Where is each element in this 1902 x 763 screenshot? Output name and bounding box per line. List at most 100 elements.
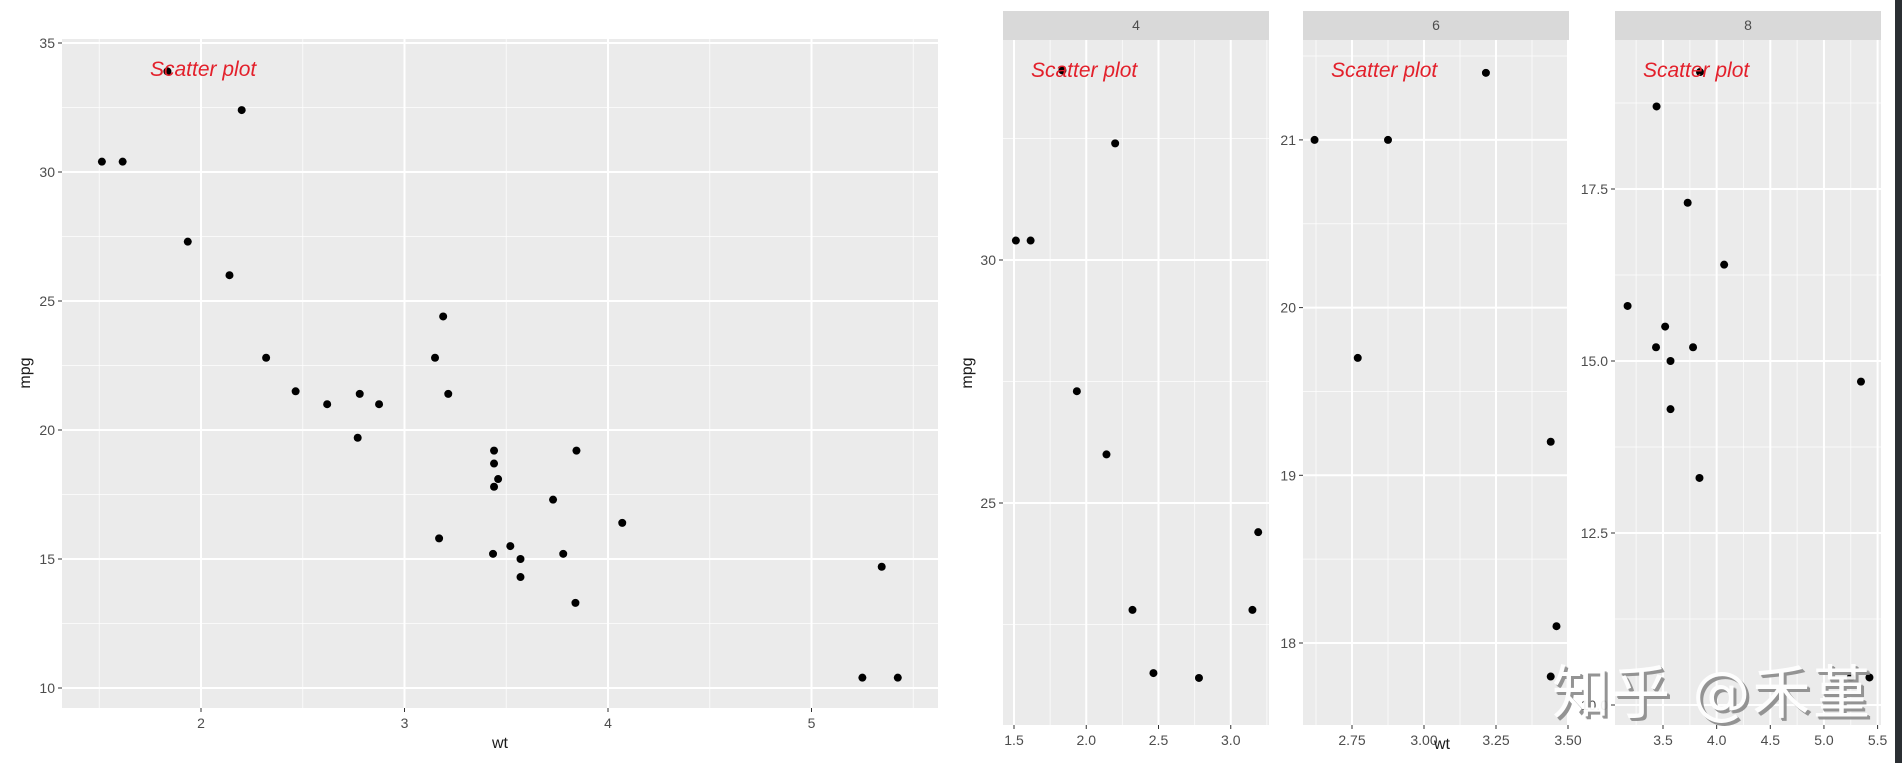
data-point: [490, 482, 499, 491]
x-tick-label: 5: [808, 715, 816, 731]
x-tick-label: 3.50: [1554, 732, 1581, 748]
data-point: [516, 555, 525, 563]
data-point: [893, 673, 902, 682]
data-point: [559, 549, 568, 558]
annotation-text: Scatter plot: [1643, 59, 1750, 82]
data-point: [489, 549, 498, 558]
y-tick-label: 25: [980, 495, 996, 511]
x-tick-label: 3: [401, 715, 409, 731]
data-point: [1846, 673, 1855, 682]
data-point: [1683, 198, 1692, 207]
annotation-text: Scatter plot: [1331, 59, 1438, 82]
data-point: [1546, 437, 1555, 446]
y-tick-label: 15: [39, 551, 55, 567]
data-point: [431, 353, 440, 362]
data-point: [1128, 605, 1137, 614]
panel-background: [1615, 40, 1881, 725]
y-tick-label: 21: [1280, 132, 1296, 148]
data-point: [494, 475, 503, 484]
data-point: [490, 446, 499, 455]
y-tick-label: 12.5: [1581, 525, 1608, 541]
y-tick-label: 35: [39, 35, 55, 51]
panel-all-cars: 2 3 4 5 10 15 20 25 30 35 Scatter plot: [39, 35, 938, 731]
facet-strip: [1615, 11, 1881, 40]
data-point: [1865, 673, 1874, 682]
data-point: [1102, 450, 1111, 459]
data-point: [1695, 473, 1704, 482]
x-tick-label: 5.5: [1868, 732, 1888, 748]
x-tick-label: 1.5: [1004, 732, 1024, 748]
data-point: [1310, 135, 1319, 144]
data-point: [375, 400, 384, 409]
data-point: [506, 542, 515, 551]
x-tick-label: 4.0: [1707, 732, 1727, 748]
data-point: [1661, 322, 1670, 331]
data-point: [1552, 622, 1561, 631]
data-point: [1194, 673, 1203, 682]
x-axis-title: wt: [491, 735, 509, 752]
x-tick-label: 3.5: [1653, 732, 1673, 748]
y-tick-label: 25: [39, 293, 55, 309]
data-point: [1666, 405, 1675, 414]
facet-panel-cyl-8: 8 3.5 4.0 4.5 5.0 5.5 10.0 12.5 15.0 17.5 Scatter …: [1581, 11, 1888, 748]
data-point: [572, 446, 581, 455]
watermark: 知乎 @禾堇: [1552, 659, 1873, 727]
scatter-plot-faceted-by-cyl: 4 1.5 2.0 2.5 3.0 25 30 Scatter plot 6 2.75 3.00 3.…: [959, 11, 1888, 753]
data-point: [571, 598, 580, 607]
data-point: [1072, 387, 1081, 396]
data-point: [1652, 343, 1661, 352]
panel-background: [1003, 40, 1269, 725]
y-tick-label: 30: [39, 164, 55, 180]
data-point: [439, 312, 448, 321]
annotation-text: Scatter plot: [150, 58, 257, 81]
y-tick-label: 19: [1280, 467, 1296, 483]
data-point: [355, 389, 364, 398]
annotation-text: Scatter plot: [1031, 59, 1138, 82]
y-tick-label: 18: [1280, 635, 1296, 651]
x-tick-label: 5.0: [1814, 732, 1834, 748]
data-point: [1652, 102, 1661, 111]
data-point: [1384, 135, 1392, 144]
x-tick-label: 3.00: [1410, 732, 1437, 748]
data-point: [516, 573, 525, 582]
facet-strip-label: 8: [1744, 17, 1752, 33]
data-point: [1720, 260, 1729, 269]
data-point: [118, 157, 127, 166]
panel-background: [62, 39, 938, 708]
facet-strip-label: 4: [1132, 17, 1140, 33]
data-point: [1026, 236, 1035, 245]
facet-panel-cyl-6: 6 2.75 3.00 3.25 3.50 18 19 20 21 Scatter plot: [1280, 11, 1582, 748]
data-point: [225, 271, 234, 280]
x-tick-label: 2.5: [1149, 732, 1169, 748]
window-border: [1895, 0, 1902, 763]
data-point: [1353, 353, 1362, 362]
data-point: [877, 562, 886, 571]
x-tick-label: 4: [604, 715, 612, 731]
y-axis-title: mpg: [17, 357, 34, 388]
facet-y-axis-title: mpg: [959, 357, 976, 388]
facet-x-axis-title: wt: [1433, 736, 1451, 753]
data-point: [1011, 236, 1020, 245]
y-tick-label: 10: [39, 680, 55, 696]
data-point: [435, 534, 444, 543]
data-point: [183, 237, 192, 246]
data-point: [1254, 528, 1263, 537]
data-point: [1856, 377, 1865, 386]
y-tick-label: 30: [980, 252, 996, 268]
x-tick-label: 2: [197, 715, 205, 731]
y-tick-label: 20: [1280, 300, 1296, 316]
y-tick-label: 10.0: [1581, 697, 1608, 713]
data-point: [1111, 139, 1120, 148]
facet-strip: [1303, 11, 1569, 40]
data-point: [97, 157, 106, 166]
data-point: [1058, 66, 1067, 75]
scatter-plot-overall: 2 3 4 5 10 15 20 25 30 35 Scatter plot wt mpg: [17, 35, 938, 752]
data-point: [1666, 357, 1675, 365]
y-tick-label: 17.5: [1581, 181, 1608, 197]
data-point: [163, 67, 172, 76]
x-tick-label: 2.0: [1077, 732, 1097, 748]
x-tick-label: 3.25: [1482, 732, 1509, 748]
data-point: [291, 387, 300, 396]
data-point: [1689, 343, 1698, 352]
